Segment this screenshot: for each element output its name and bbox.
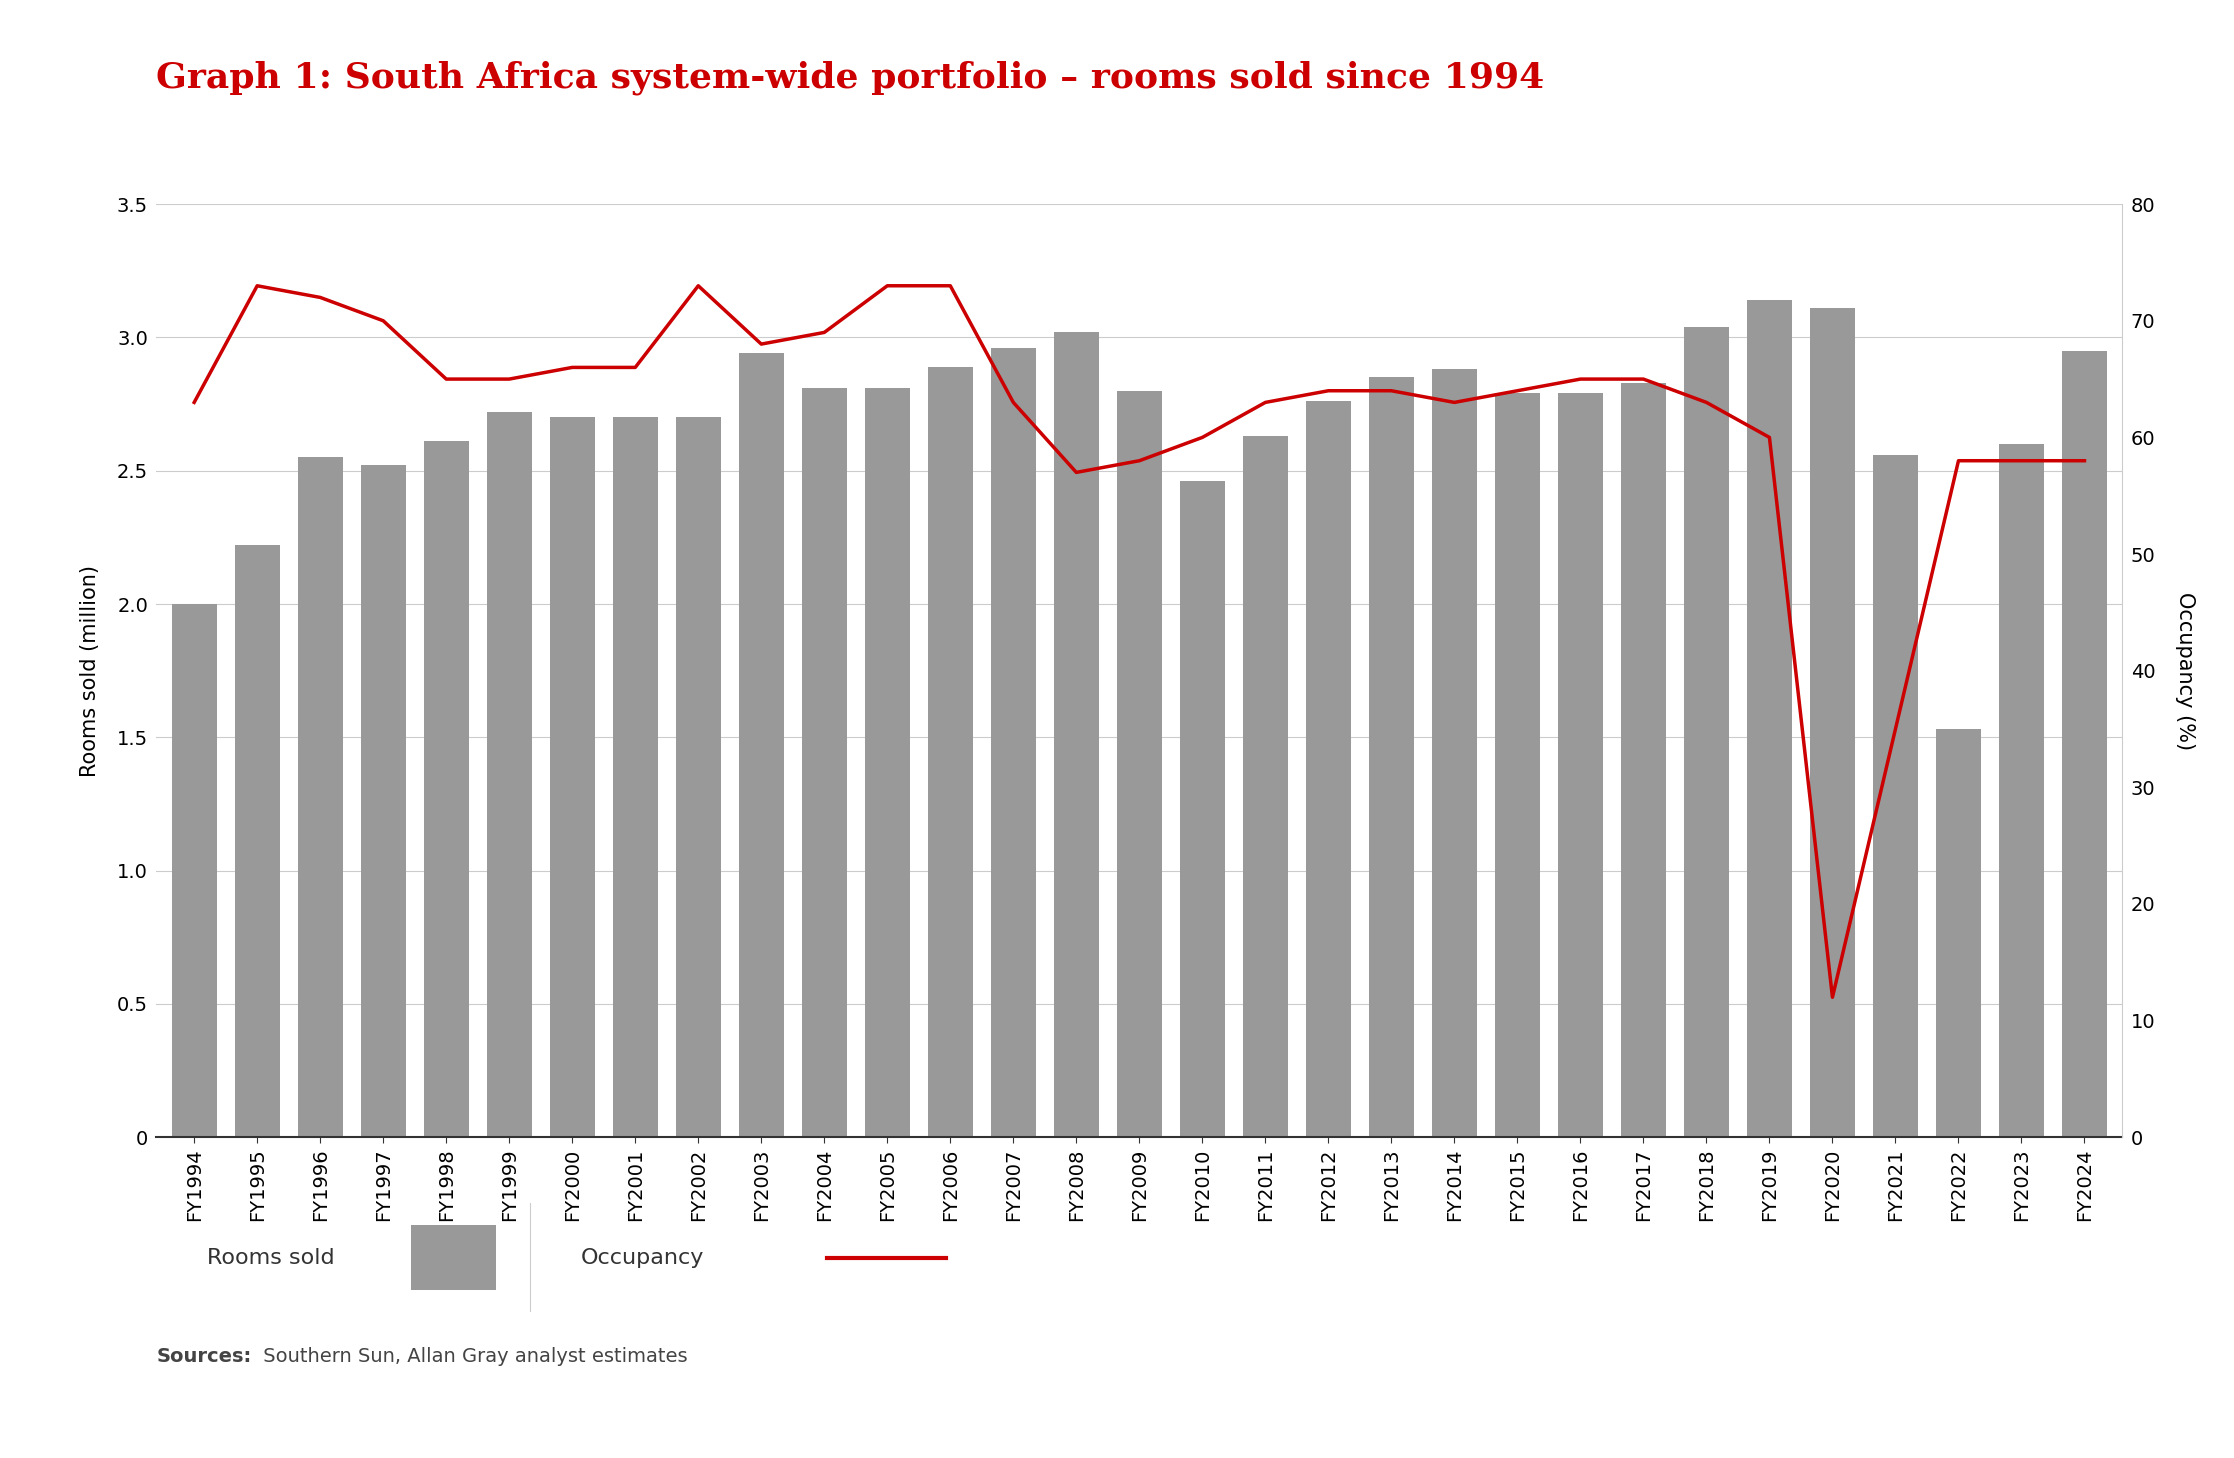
Bar	[675, 417, 722, 1137]
Bar	[1747, 300, 1792, 1137]
Bar	[1557, 394, 1604, 1137]
Y-axis label: Occupancy (%): Occupancy (%)	[2176, 592, 2194, 749]
Bar	[1684, 327, 1729, 1137]
Bar	[612, 417, 659, 1137]
Bar	[172, 604, 217, 1137]
Y-axis label: Rooms sold (million): Rooms sold (million)	[80, 564, 101, 777]
Bar	[297, 458, 342, 1137]
Bar	[1495, 394, 1539, 1137]
Bar	[235, 545, 279, 1137]
Bar	[424, 442, 469, 1137]
Bar	[1432, 369, 1477, 1137]
Bar	[550, 417, 594, 1137]
Bar	[2062, 351, 2107, 1137]
Bar	[487, 413, 532, 1137]
Bar	[865, 388, 909, 1137]
Bar	[1305, 401, 1352, 1137]
Bar	[1117, 391, 1162, 1137]
FancyBboxPatch shape	[411, 1225, 496, 1290]
Bar	[1180, 481, 1224, 1137]
Text: Graph 1: South Africa system-wide portfolio – rooms sold since 1994: Graph 1: South Africa system-wide portfo…	[156, 60, 1544, 95]
Bar	[1054, 332, 1099, 1137]
Text: Southern Sun, Allan Gray analyst estimates: Southern Sun, Allan Gray analyst estimat…	[257, 1347, 688, 1366]
Text: Sources:: Sources:	[156, 1347, 252, 1366]
Bar	[1872, 455, 1919, 1137]
Bar	[990, 348, 1037, 1137]
Bar	[360, 465, 407, 1137]
Bar	[1937, 729, 1982, 1137]
Bar	[1999, 445, 2044, 1137]
Bar	[739, 353, 784, 1137]
Bar	[802, 388, 847, 1137]
Text: Occupancy: Occupancy	[581, 1248, 704, 1267]
Text: Rooms sold: Rooms sold	[208, 1248, 335, 1267]
Bar	[1810, 308, 1854, 1137]
Bar	[1242, 436, 1289, 1137]
Bar	[1369, 378, 1414, 1137]
Bar	[927, 367, 974, 1137]
Bar	[1620, 383, 1667, 1137]
